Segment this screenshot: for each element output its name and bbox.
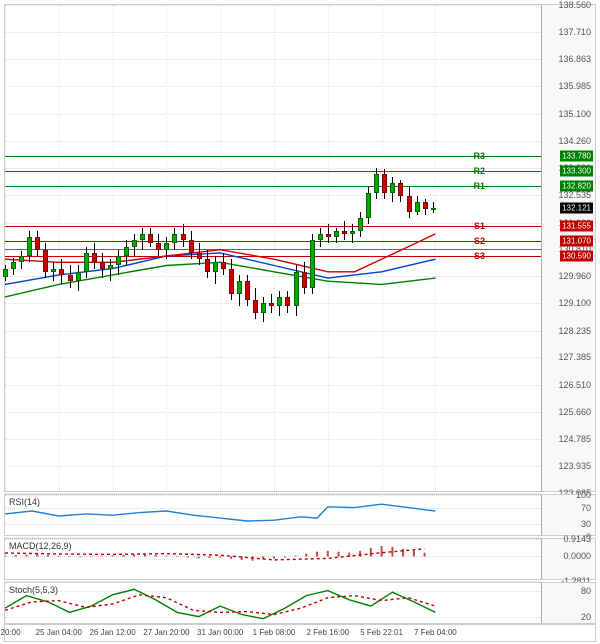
stoch-plot-area[interactable]	[5, 583, 541, 623]
level-value-r1: 132.820	[560, 181, 593, 192]
yaxis-tick: 126.510	[558, 380, 591, 390]
stoch-yaxis: 8020	[541, 583, 595, 623]
yaxis-tick: 137.710	[558, 27, 591, 37]
macd-label: MACD(12,26,9)	[9, 541, 72, 551]
yaxis-tick: 135.985	[558, 81, 591, 91]
current-price: 132.121	[560, 203, 593, 214]
yaxis-tick: 125.660	[558, 407, 591, 417]
xaxis-tick: 5 Feb 22:01	[360, 628, 403, 637]
yaxis-tick: 138.560	[558, 0, 591, 10]
level-value-s1: 131.555	[560, 220, 593, 231]
level-value-r2: 133.300	[560, 165, 593, 176]
xaxis-tick: 26 Jan 12:00	[89, 628, 135, 637]
yaxis-tick: 128.235	[558, 326, 591, 336]
rsi-panel[interactable]: RSI(14) 10070300	[4, 494, 596, 536]
level-value-s2: 131.070	[560, 236, 593, 247]
price-chart[interactable]: R3R2R1S1S2S3 138.560137.710136.863135.98…	[4, 4, 596, 492]
rsi-plot-area[interactable]	[5, 495, 541, 535]
stoch-label: Stoch(5,5,3)	[9, 585, 58, 595]
xaxis-tick: 31 Jan 00:00	[197, 628, 243, 637]
xaxis-tick: 1 Feb 08:00	[253, 628, 296, 637]
stoch-panel[interactable]: Stoch(5,5,3) 8020	[4, 582, 596, 624]
rsi-yaxis: 10070300	[541, 495, 595, 535]
macd-panel[interactable]: MACD(12,26,9) 0.91430.0000-1.2811	[4, 538, 596, 580]
yaxis-tick: 134.260	[558, 136, 591, 146]
price-yaxis: 138.560137.710136.863135.985135.100134.2…	[541, 5, 595, 491]
price-plot-area[interactable]: R3R2R1S1S2S3	[5, 5, 541, 491]
yaxis-tick: 123.935	[558, 461, 591, 471]
xaxis-tick: 2 Feb 16:00	[306, 628, 349, 637]
level-value-r3: 133.780	[560, 150, 593, 161]
level-value-s3: 130.590	[560, 251, 593, 262]
yaxis-tick: 135.100	[558, 109, 591, 119]
yaxis-tick: 136.863	[558, 54, 591, 64]
xaxis-tick: 25 Jan 04:00	[36, 628, 82, 637]
xaxis-tick: 7 Feb 04:00	[414, 628, 457, 637]
yaxis-tick: 124.785	[558, 434, 591, 444]
macd-plot-area[interactable]	[5, 539, 541, 579]
xaxis-tick: an 20:00	[0, 628, 21, 637]
yaxis-tick: 127.385	[558, 352, 591, 362]
macd-yaxis: 0.91430.0000-1.2811	[541, 539, 595, 579]
yaxis-tick: 129.960	[558, 271, 591, 281]
time-axis: an 20:0025 Jan 04:0026 Jan 12:0027 Jan 2…	[4, 624, 596, 642]
yaxis-tick: 129.100	[558, 298, 591, 308]
rsi-label: RSI(14)	[9, 497, 40, 507]
xaxis-tick: 27 Jan 20:00	[143, 628, 189, 637]
